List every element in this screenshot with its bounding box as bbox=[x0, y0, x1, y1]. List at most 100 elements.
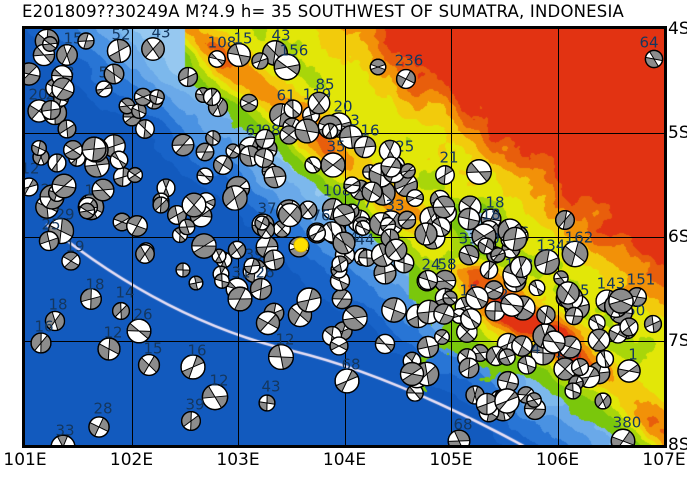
focal-mechanism-beachball[interactable] bbox=[181, 192, 207, 218]
focal-mechanism-beachball[interactable] bbox=[30, 332, 52, 354]
focal-mechanism-beachball[interactable] bbox=[38, 230, 60, 252]
focal-mechanism-beachball[interactable] bbox=[126, 318, 152, 344]
focal-mechanism-beachball[interactable] bbox=[211, 248, 227, 264]
focal-mechanism-beachball[interactable] bbox=[25, 62, 41, 86]
focal-mechanism-beachball[interactable] bbox=[500, 293, 525, 318]
focal-mechanism-beachball[interactable] bbox=[221, 184, 248, 211]
focal-mechanism-beachball[interactable] bbox=[414, 221, 438, 246]
focal-mechanism-beachball[interactable] bbox=[81, 135, 107, 162]
focal-mechanism-beachball[interactable] bbox=[587, 314, 606, 333]
focal-mechanism-beachball[interactable] bbox=[322, 122, 339, 139]
focal-mechanism-beachball[interactable] bbox=[51, 77, 76, 102]
focal-mechanism-beachball[interactable] bbox=[509, 255, 533, 278]
focal-mechanism-beachball[interactable] bbox=[361, 181, 384, 203]
focal-mechanism-beachball[interactable] bbox=[561, 240, 589, 268]
focal-mechanism-beachball[interactable] bbox=[279, 125, 299, 145]
focal-mechanism-beachball[interactable] bbox=[564, 306, 584, 326]
focal-mechanism-beachball[interactable] bbox=[213, 154, 234, 176]
focal-mechanism-beachball[interactable] bbox=[225, 143, 241, 160]
focal-mechanism-beachball[interactable] bbox=[273, 53, 301, 81]
focal-mechanism-beachball[interactable] bbox=[137, 353, 161, 377]
focal-mechanism-beachball[interactable] bbox=[458, 357, 480, 379]
focal-mechanism-beachball[interactable] bbox=[466, 159, 493, 186]
focal-mechanism-beachball[interactable] bbox=[255, 310, 280, 336]
focal-mechanism-beachball[interactable] bbox=[556, 280, 581, 305]
focal-mechanism-beachball[interactable] bbox=[41, 36, 58, 53]
focal-mechanism-beachball[interactable] bbox=[373, 261, 397, 285]
focal-mechanism-beachball[interactable] bbox=[190, 233, 217, 260]
focal-mechanism-beachball[interactable] bbox=[51, 173, 77, 199]
focal-mechanism-beachball[interactable] bbox=[277, 202, 302, 227]
focal-mechanism-beachball[interactable] bbox=[594, 392, 612, 410]
focal-mechanism-beachball[interactable] bbox=[528, 279, 546, 297]
focal-mechanism-beachball[interactable] bbox=[608, 288, 635, 315]
focal-mechanism-beachball[interactable] bbox=[554, 210, 575, 231]
focal-mechanism-beachball[interactable] bbox=[103, 63, 125, 85]
focal-mechanism-beachball[interactable] bbox=[239, 93, 259, 113]
focal-mechanism-beachball[interactable] bbox=[619, 316, 639, 337]
focal-mechanism-beachball[interactable] bbox=[255, 128, 276, 149]
focal-mechanism-beachball[interactable] bbox=[379, 216, 396, 233]
focal-mechanism-beachball[interactable] bbox=[91, 178, 115, 202]
focal-mechanism-beachball[interactable] bbox=[570, 358, 589, 377]
focal-mechanism-beachball[interactable] bbox=[441, 290, 458, 306]
focal-mechanism-beachball[interactable] bbox=[126, 166, 143, 183]
focal-mechanism-beachball[interactable] bbox=[195, 167, 214, 185]
focal-mechanism-beachball[interactable] bbox=[25, 94, 26, 113]
focal-mechanism-beachball[interactable] bbox=[564, 382, 583, 400]
focal-mechanism-beachball[interactable] bbox=[263, 165, 287, 189]
focal-mechanism-beachball[interactable] bbox=[320, 152, 346, 178]
focal-mechanism-beachball[interactable] bbox=[517, 355, 537, 375]
focal-mechanism-beachball[interactable] bbox=[253, 214, 270, 231]
focal-mechanism-beachball[interactable] bbox=[307, 224, 326, 243]
focal-mechanism-beachball[interactable] bbox=[126, 214, 149, 237]
focal-mechanism-beachball[interactable] bbox=[465, 285, 490, 310]
focal-mechanism-beachball[interactable] bbox=[307, 91, 331, 115]
focal-mechanism-beachball[interactable] bbox=[113, 166, 134, 187]
focal-mechanism-beachball[interactable] bbox=[267, 343, 295, 371]
focal-mechanism-beachball[interactable] bbox=[534, 249, 561, 276]
focal-mechanism-beachball[interactable] bbox=[25, 177, 39, 197]
focal-mechanism-beachball[interactable] bbox=[44, 310, 66, 332]
focal-mechanism-beachball[interactable] bbox=[152, 196, 170, 215]
focal-mechanism-beachball[interactable] bbox=[502, 226, 528, 252]
focal-mechanism-beachball[interactable] bbox=[141, 37, 166, 62]
focal-mechanism-beachball[interactable] bbox=[283, 99, 303, 119]
focal-mechanism-beachball[interactable] bbox=[331, 254, 349, 273]
focal-mechanism-beachball[interactable] bbox=[400, 162, 417, 179]
focal-mechanism-beachball[interactable] bbox=[354, 220, 371, 237]
focal-mechanism-beachball[interactable] bbox=[494, 387, 521, 414]
focal-mechanism-beachball[interactable] bbox=[253, 147, 275, 168]
focal-mechanism-beachball[interactable] bbox=[643, 314, 662, 334]
focal-mechanism-beachball[interactable] bbox=[171, 133, 195, 157]
focal-mechanism-beachball[interactable] bbox=[135, 119, 156, 140]
focal-mechanism-beachball[interactable] bbox=[263, 249, 285, 271]
focal-mechanism-beachball[interactable] bbox=[375, 333, 396, 354]
focal-mechanism-beachball[interactable] bbox=[332, 203, 356, 227]
focal-mechanism-beachball[interactable] bbox=[130, 102, 147, 119]
focal-mechanism-beachball[interactable] bbox=[587, 328, 611, 352]
focal-mechanism-beachball[interactable] bbox=[353, 135, 377, 159]
focal-mechanism-beachball[interactable] bbox=[395, 68, 417, 90]
focal-mechanism-beachball[interactable] bbox=[304, 156, 323, 174]
focal-mechanism-beachball[interactable] bbox=[535, 305, 556, 326]
focal-mechanism-beachball[interactable] bbox=[249, 277, 273, 301]
focal-mechanism-beachball[interactable] bbox=[95, 80, 113, 98]
focal-mechanism-beachball[interactable] bbox=[202, 87, 221, 106]
focal-mechanism-beachball[interactable] bbox=[258, 394, 276, 412]
focal-mechanism-beachball[interactable] bbox=[76, 32, 95, 51]
focal-mechanism-beachball[interactable] bbox=[434, 328, 451, 346]
focal-mechanism-beachball[interactable] bbox=[195, 142, 215, 162]
focal-mechanism-beachball[interactable] bbox=[405, 189, 424, 208]
focal-mechanism-beachball[interactable] bbox=[458, 207, 482, 231]
map-plot-area[interactable]: 1552431081543156236642021542861119852031… bbox=[22, 26, 667, 448]
focal-mechanism-beachball[interactable] bbox=[298, 200, 318, 220]
focal-mechanism-beachball[interactable] bbox=[435, 165, 456, 186]
focal-mechanism-beachball[interactable] bbox=[343, 176, 361, 194]
focal-mechanism-beachball[interactable] bbox=[397, 211, 417, 231]
focal-mechanism-beachball[interactable] bbox=[399, 361, 425, 386]
focal-mechanism-beachball[interactable] bbox=[50, 434, 76, 445]
focal-mechanism-beachball[interactable] bbox=[180, 410, 202, 432]
focal-mechanism-beachball[interactable] bbox=[134, 244, 155, 265]
focal-mechanism-beachball[interactable] bbox=[205, 129, 222, 146]
